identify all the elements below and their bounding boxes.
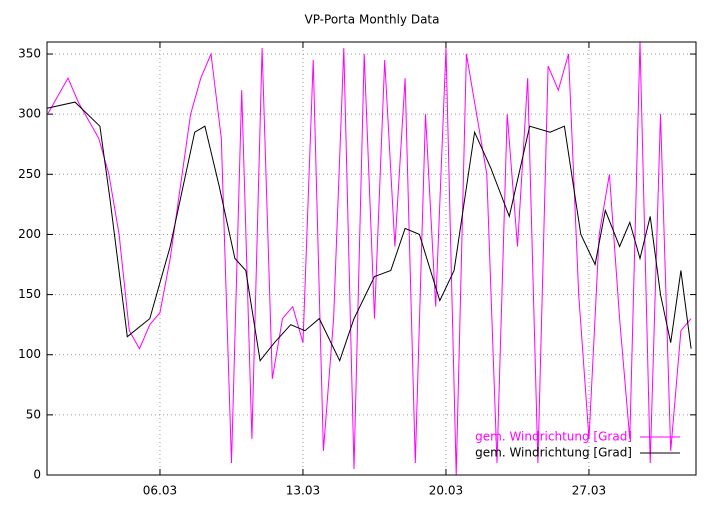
legend-label: gem. Windrichtung [Grad] — [475, 446, 632, 460]
chart-title: VP-Porta Monthly Data — [305, 13, 440, 27]
y-tick-label: 50 — [26, 407, 41, 421]
x-tick-label: 13.03 — [286, 484, 320, 498]
y-tick-label: 200 — [18, 227, 41, 241]
y-tick-label: 100 — [18, 347, 41, 361]
y-tick-label: 250 — [18, 167, 41, 181]
y-tick-label: 350 — [18, 47, 41, 61]
data-line — [46, 101, 692, 363]
y-tick-label: 150 — [18, 287, 41, 301]
y-tick-label: 0 — [33, 468, 41, 482]
y-tick-label: 300 — [18, 107, 41, 121]
x-tick-label: 06.03 — [143, 484, 177, 498]
x-tick-label: 27.03 — [572, 484, 606, 498]
legend-label: gem. Windrichtung [Grad] — [475, 430, 632, 444]
plot-frame — [46, 41, 697, 476]
data-line — [47, 41, 692, 476]
x-tick-label: 20.03 — [429, 484, 463, 498]
